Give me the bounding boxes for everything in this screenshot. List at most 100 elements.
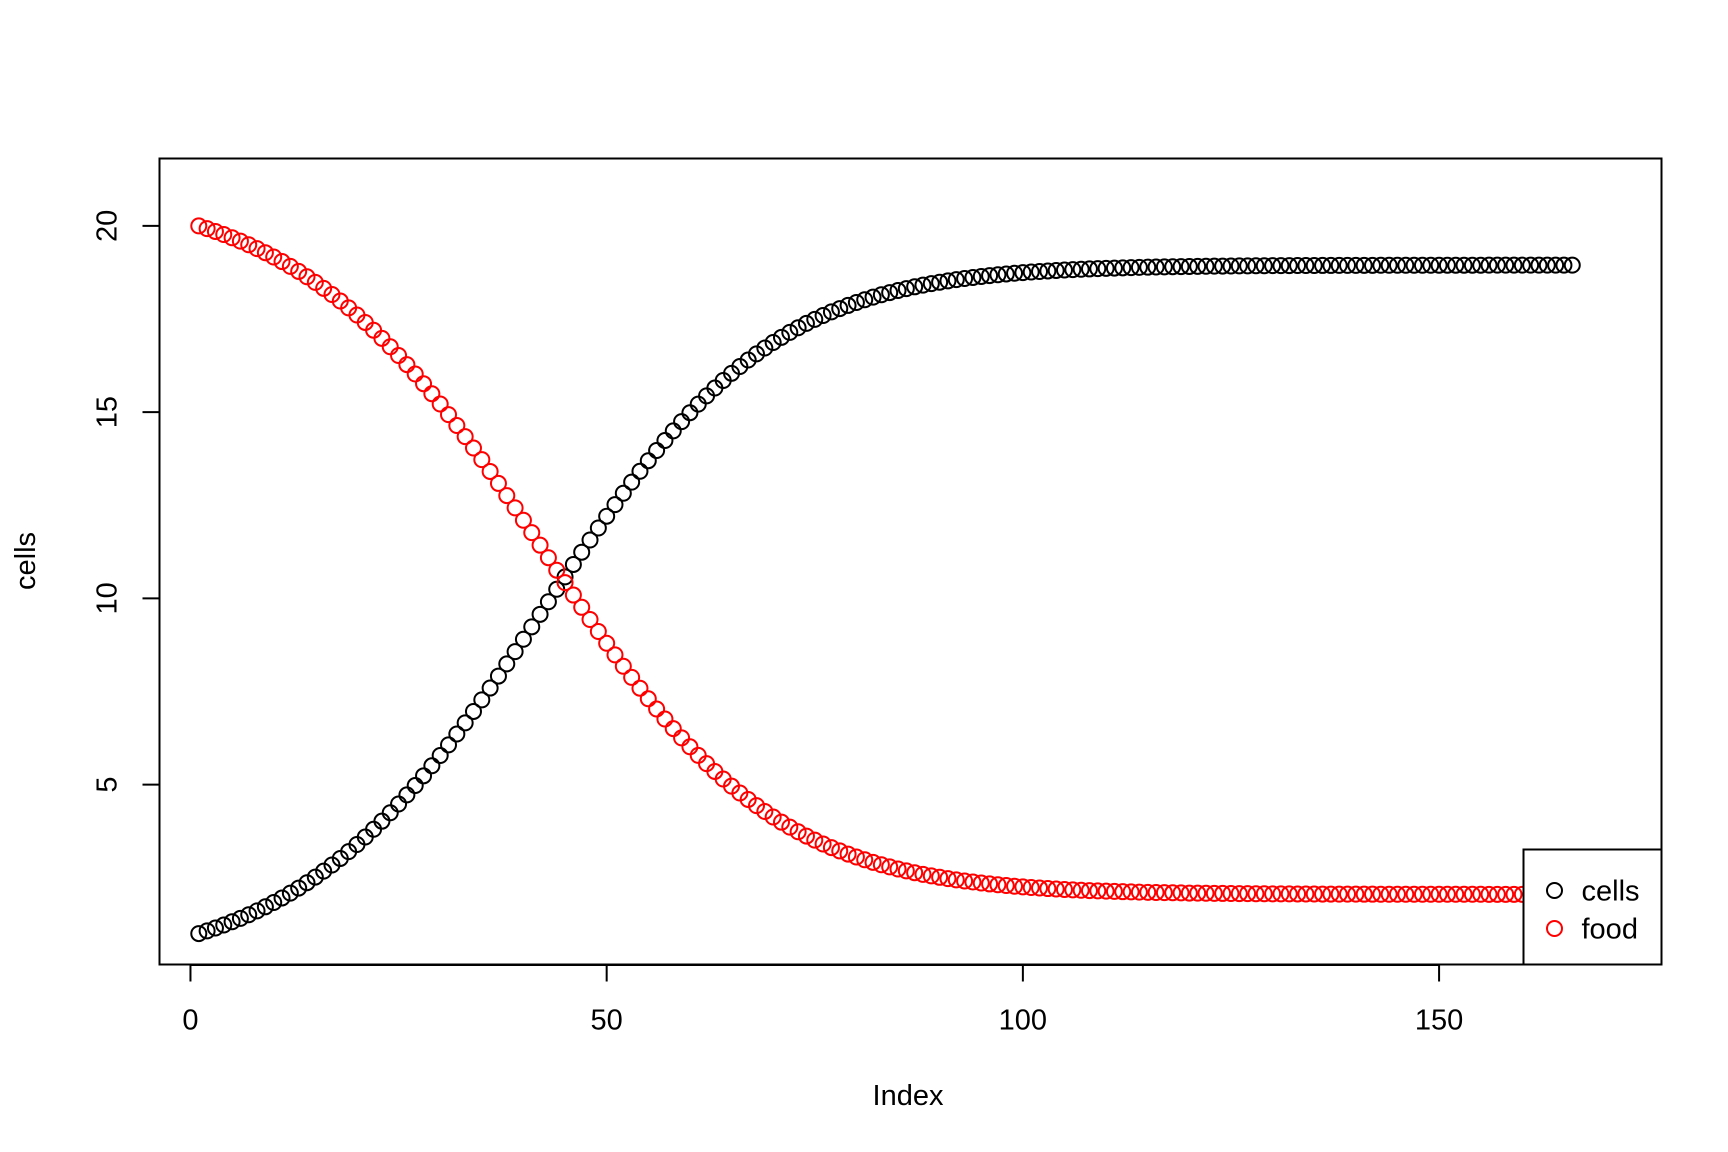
- data-point-food: [1055, 880, 1073, 898]
- data-point-cells: [598, 507, 616, 525]
- data-point-cells: [664, 422, 682, 440]
- data-point-cells: [1563, 256, 1581, 274]
- data-point-food: [1289, 885, 1307, 903]
- data-point-cells: [1397, 256, 1415, 274]
- data-point-cells: [1089, 260, 1107, 278]
- data-point-cells: [1555, 256, 1573, 274]
- data-point-cells: [456, 714, 474, 732]
- data-point-food: [456, 428, 474, 446]
- data-point-food: [1363, 885, 1381, 903]
- data-point-cells: [1064, 261, 1082, 279]
- data-point-food: [248, 240, 266, 258]
- data-point-cells: [1239, 257, 1257, 275]
- data-point-food: [448, 417, 466, 435]
- data-point-cells: [290, 879, 308, 897]
- data-point-cells: [589, 519, 607, 537]
- data-point-food: [1164, 884, 1182, 902]
- data-point-food: [589, 622, 607, 640]
- data-point-food: [265, 248, 283, 266]
- data-point-food: [415, 375, 433, 393]
- data-point-cells: [1139, 258, 1157, 276]
- data-point-cells: [847, 293, 865, 311]
- data-point-food: [1264, 885, 1282, 903]
- data-point-cells: [781, 323, 799, 341]
- data-point-cells: [1214, 257, 1232, 275]
- data-point-cells: [1230, 257, 1248, 275]
- data-point-food: [956, 872, 974, 890]
- data-point-cells: [1006, 264, 1024, 282]
- data-point-food: [1488, 885, 1506, 903]
- data-point-food: [1480, 885, 1498, 903]
- data-point-cells: [581, 531, 599, 549]
- data-point-cells: [648, 441, 666, 459]
- data-point-food: [814, 835, 832, 853]
- data-point-food: [1330, 885, 1348, 903]
- plot-frame: [158, 157, 1663, 966]
- data-point-food: [972, 874, 990, 892]
- data-point-food: [997, 877, 1015, 895]
- data-point-cells: [1322, 256, 1340, 274]
- data-point-cells: [531, 605, 549, 623]
- legend-marker-food: [1546, 920, 1563, 937]
- data-point-food: [198, 220, 216, 238]
- data-point-food: [1355, 885, 1373, 903]
- y-tick-label: 10: [92, 582, 124, 614]
- data-point-cells: [273, 889, 291, 907]
- legend: cells food: [1522, 848, 1663, 966]
- data-point-cells: [281, 884, 299, 902]
- data-point-food: [1397, 885, 1415, 903]
- data-point-cells: [489, 667, 507, 685]
- data-point-food: [989, 876, 1007, 894]
- data-point-food: [1064, 881, 1082, 899]
- data-point-food: [1072, 881, 1090, 899]
- data-point-cells: [864, 288, 882, 306]
- data-point-cells: [614, 484, 632, 502]
- data-point-cells: [506, 643, 524, 661]
- data-point-cells: [473, 691, 491, 709]
- data-point-food: [797, 827, 815, 845]
- x-tick-label: 150: [1415, 1005, 1463, 1037]
- data-point-food: [423, 385, 441, 403]
- data-point-cells: [772, 328, 790, 346]
- data-point-cells: [922, 275, 940, 293]
- data-point-cells: [1447, 256, 1465, 274]
- data-point-cells: [1189, 257, 1207, 275]
- x-tick-label: 100: [999, 1005, 1047, 1037]
- data-point-cells: [972, 267, 990, 285]
- data-point-food: [964, 873, 982, 891]
- data-point-cells: [789, 319, 807, 337]
- data-point-food: [914, 865, 932, 883]
- data-point-food: [1314, 885, 1332, 903]
- data-point-cells: [1080, 260, 1098, 278]
- data-point-cells: [448, 725, 466, 743]
- data-point-food: [781, 818, 799, 836]
- data-point-food: [1097, 882, 1115, 900]
- legend-label-food: food: [1582, 914, 1638, 946]
- data-point-food: [1447, 885, 1465, 903]
- data-point-cells: [1330, 256, 1348, 274]
- x-tick-label: 50: [591, 1005, 623, 1037]
- data-point-cells: [1122, 259, 1140, 277]
- data-point-food: [231, 232, 249, 250]
- data-point-cells: [981, 267, 999, 285]
- data-point-food: [581, 610, 599, 628]
- data-point-cells: [1147, 258, 1165, 276]
- data-point-food: [1130, 883, 1148, 901]
- data-point-cells: [1538, 256, 1556, 274]
- data-point-food: [1039, 880, 1057, 898]
- data-point-food: [789, 823, 807, 841]
- data-point-food: [498, 487, 516, 505]
- data-point-cells: [1413, 256, 1431, 274]
- data-point-food: [831, 842, 849, 860]
- data-point-food: [1339, 885, 1357, 903]
- data-point-cells: [406, 777, 424, 795]
- data-point-cells: [1347, 256, 1365, 274]
- data-point-food: [1247, 885, 1265, 903]
- data-point-food: [506, 499, 524, 517]
- legend-box: [1522, 848, 1663, 966]
- data-point-cells: [1497, 256, 1515, 274]
- data-point-food: [298, 268, 316, 286]
- data-point-cells: [1047, 261, 1065, 279]
- data-point-cells: [1513, 256, 1531, 274]
